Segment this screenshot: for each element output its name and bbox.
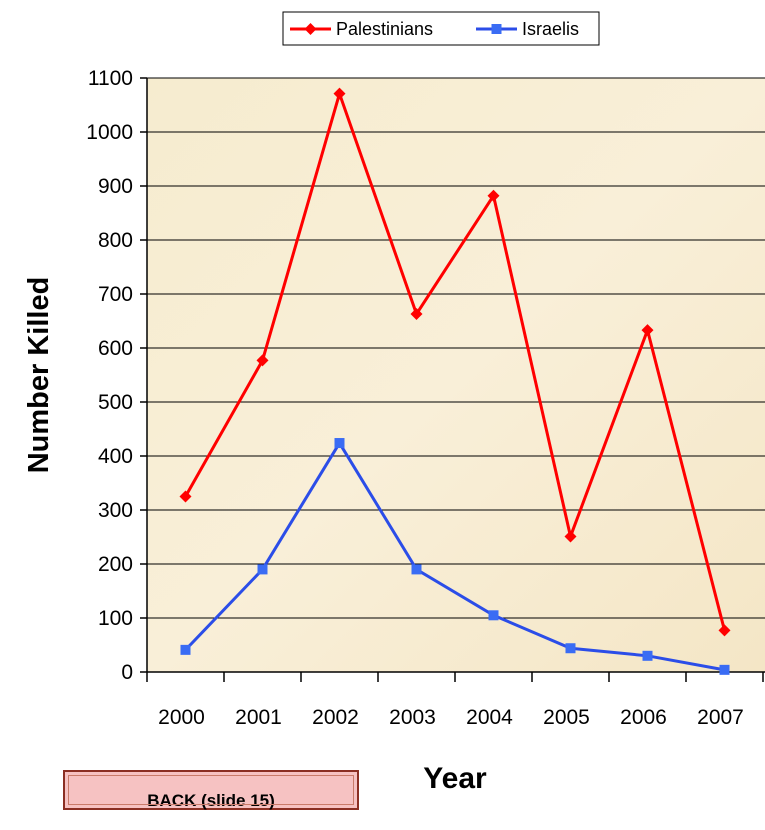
x-tick-label: 2003 — [389, 706, 436, 729]
axes — [140, 77, 765, 682]
x-axis-label: Year — [423, 762, 487, 794]
point-israelis — [488, 610, 499, 621]
x-tick-label: 2004 — [466, 706, 513, 729]
point-palestinians — [718, 624, 731, 637]
y-tick-label: 800 — [98, 229, 133, 252]
point-palestinians — [333, 87, 346, 100]
legend-label-israelis: Israelis — [522, 19, 579, 39]
x-tick-label: 2007 — [697, 706, 744, 729]
x-tick-label: 2005 — [543, 706, 590, 729]
line-chart: 0 100 200 300 400 500 600 700 800 900 1000 1100 200… — [23, 11, 765, 794]
data-series — [179, 87, 731, 675]
y-tick-label: 300 — [98, 499, 133, 522]
point-palestinians — [179, 490, 192, 503]
y-tick-labels: 0 100 200 300 400 500 600 700 800 900 1000 1100 — [86, 67, 133, 684]
point-palestinians — [641, 324, 654, 337]
series-line-palestinians — [184, 88, 726, 631]
legend-marker-israelis — [491, 24, 502, 34]
y-tick-label: 700 — [98, 283, 133, 306]
x-tick-label: 2001 — [235, 706, 282, 729]
point-palestinians — [410, 307, 423, 320]
point-palestinians — [256, 354, 269, 367]
legend-label-palestinians: Palestinians — [336, 19, 433, 39]
point-israelis — [565, 643, 576, 654]
point-israelis — [642, 650, 653, 661]
point-palestinians — [564, 530, 577, 543]
y-tick-label: 1000 — [86, 121, 133, 144]
y-tick-label: 1100 — [88, 67, 133, 90]
y-axis-label: Number Killed — [23, 277, 55, 474]
back-button[interactable]: BACK (slide 15) — [63, 770, 359, 810]
gridlines — [147, 77, 765, 619]
y-tick-label: 500 — [98, 391, 133, 414]
x-tick-label: 2000 — [158, 706, 205, 729]
y-tick-label: 0 — [121, 661, 133, 684]
y-tick-label: 900 — [98, 175, 133, 198]
legend-box — [282, 11, 600, 46]
y-tick-label: 400 — [98, 445, 133, 468]
y-tick-label: 600 — [98, 337, 133, 360]
legend: Palestinians Israelis — [282, 11, 600, 46]
plot-area — [147, 78, 765, 672]
x-tick-label: 2002 — [312, 706, 359, 729]
x-tick-label: 2006 — [620, 706, 667, 729]
x-tick-labels: 2000 2001 2002 2003 2004 2005 2006 2007 — [158, 706, 744, 729]
point-israelis — [334, 438, 345, 449]
point-israelis — [180, 644, 191, 655]
series-line-israelis — [184, 440, 725, 672]
point-israelis — [411, 564, 422, 575]
y-tick-label: 100 — [98, 607, 133, 630]
point-israelis — [257, 564, 268, 575]
point-palestinians — [487, 189, 500, 202]
legend-marker-palestinians — [304, 23, 317, 35]
y-tick-label: 200 — [98, 553, 133, 576]
point-israelis — [719, 664, 730, 675]
